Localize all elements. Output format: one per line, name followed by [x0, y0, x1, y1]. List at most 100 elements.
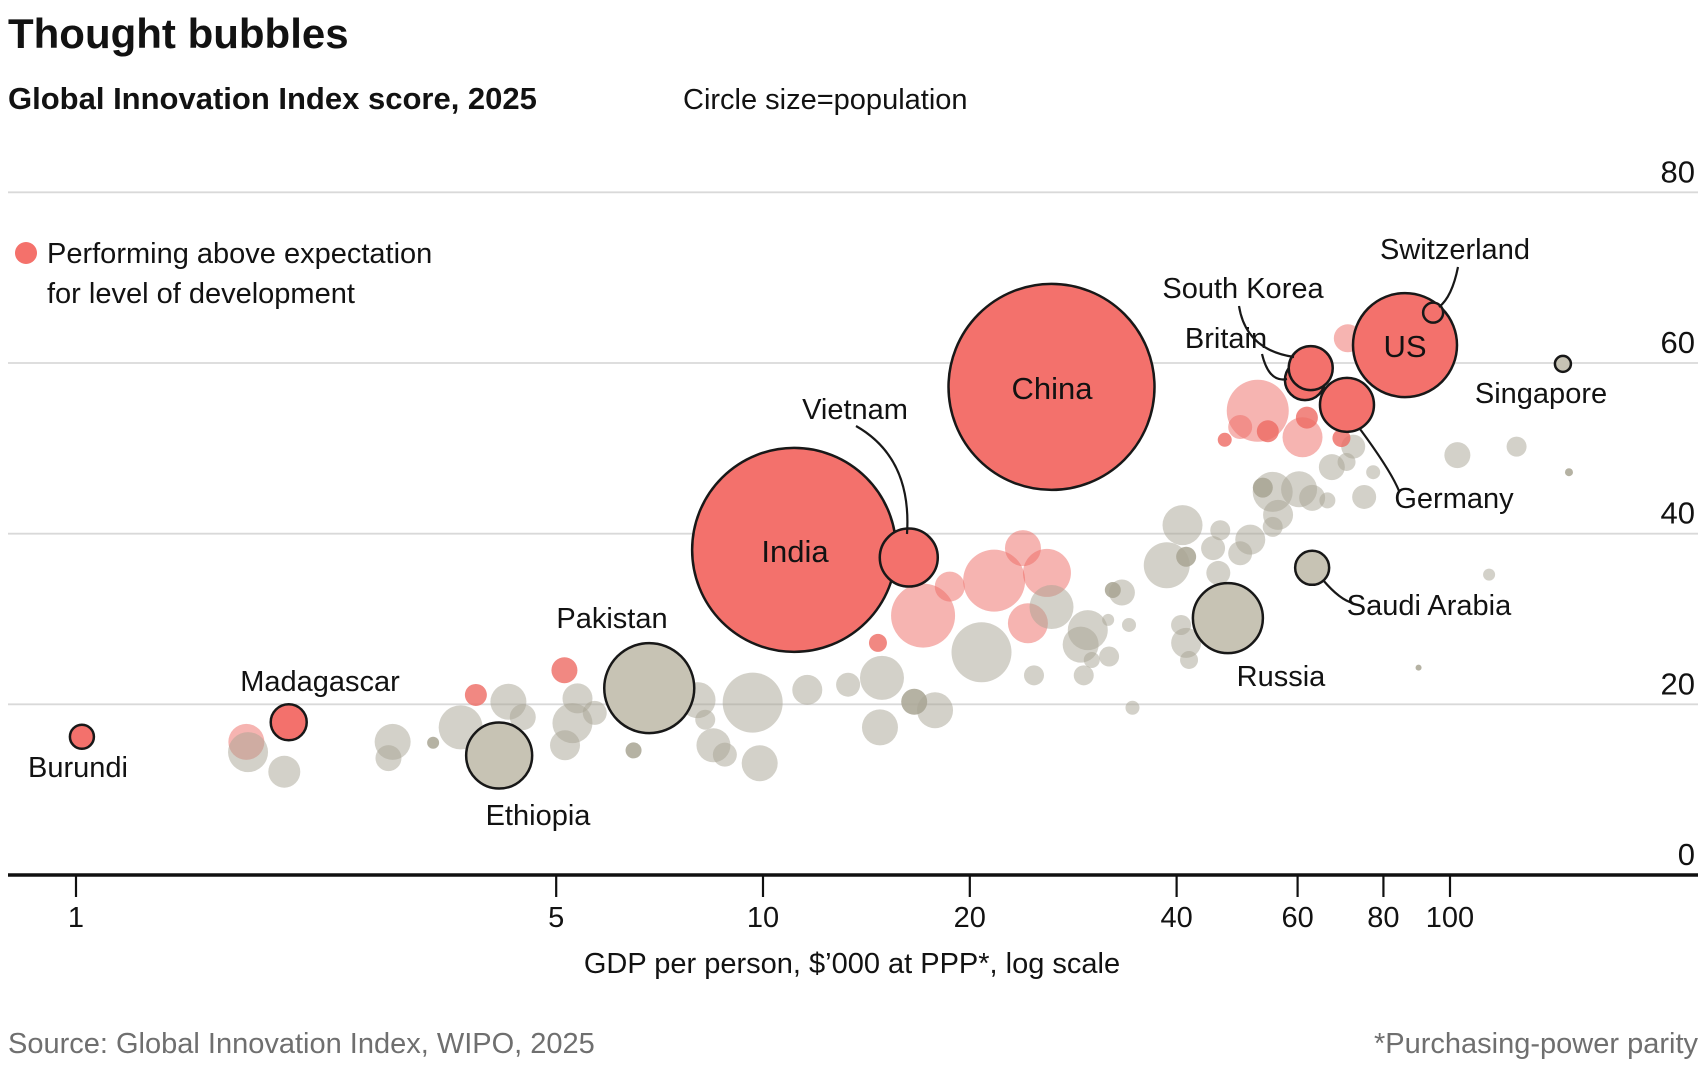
bubble: [741, 745, 778, 782]
bubble: [551, 657, 578, 684]
country-label-vietnam: Vietnam: [802, 394, 908, 426]
bubble: [1067, 610, 1108, 651]
page-title: Thought bubbles: [8, 10, 349, 57]
bubble: [464, 683, 487, 706]
bubble: [868, 633, 887, 652]
bubble-singapore: [1553, 354, 1573, 374]
bubble: [836, 672, 861, 697]
bubble: [1104, 581, 1121, 598]
bubble: [550, 730, 581, 761]
bubble: [375, 745, 402, 772]
bubble: [268, 755, 301, 788]
bubble-switzerland: [1421, 301, 1445, 324]
country-label-india: India: [761, 534, 829, 569]
country-label-switzerland: Switzerland: [1380, 234, 1530, 266]
bubble: [1506, 436, 1527, 457]
bubble: [1162, 505, 1203, 546]
bubble: [861, 709, 898, 746]
bubble-south-korea: [1287, 344, 1334, 392]
x-tick-label-1: 1: [68, 902, 84, 934]
bubble: [1210, 520, 1231, 541]
bubble: [1083, 651, 1100, 668]
bubble: [509, 704, 536, 731]
country-label-ethiopia: Ethiopia: [486, 800, 592, 832]
bubble-ethiopia: [464, 721, 534, 790]
country-label-pakistan: Pakistan: [556, 603, 667, 635]
bubble: [582, 700, 607, 725]
bubble: [1029, 585, 1074, 630]
y-tick-label-40: 40: [1661, 496, 1695, 531]
legend-label-line1: Performing above expectation: [47, 238, 432, 270]
bubble: [1564, 468, 1573, 477]
bubble: [427, 736, 440, 749]
bubble: [625, 742, 642, 759]
bubble-china: [947, 282, 1156, 492]
bubble-pakistan: [602, 641, 696, 735]
bubble: [1282, 417, 1323, 458]
bubble: [1023, 665, 1044, 686]
bubble: [963, 549, 1026, 612]
bubble: [1299, 484, 1326, 511]
bubble: [859, 655, 904, 700]
country-label-south-korea: South Korea: [1162, 273, 1324, 305]
bubble: [712, 742, 737, 767]
bubble-vietnam: [878, 527, 940, 588]
x-tick-label-20: 20: [954, 902, 986, 934]
bubble: [695, 709, 716, 730]
circle-size-note: Circle size=population: [683, 84, 968, 116]
leader-line-south-korea: [1237, 305, 1295, 359]
bubble: [1295, 406, 1318, 429]
legend-dot-icon: [15, 242, 37, 264]
bubble: [1366, 465, 1381, 480]
country-label-burundi: Burundi: [28, 752, 128, 784]
x-tick-label-10: 10: [747, 902, 779, 934]
bubble: [1256, 420, 1279, 443]
y-tick-label-20: 20: [1661, 666, 1695, 701]
bubble-saudi-arabia: [1293, 549, 1331, 587]
x-tick-label-80: 80: [1367, 902, 1399, 934]
bubble: [1099, 646, 1120, 667]
bubble: [1073, 665, 1094, 686]
bubble: [934, 571, 965, 602]
bubble: [1125, 700, 1140, 715]
bubble: [1102, 613, 1115, 626]
legend: Performing above expectation for level o…: [15, 238, 432, 310]
bubble-germany: [1318, 376, 1376, 434]
x-tick-label-5: 5: [548, 902, 564, 934]
x-tick-label-40: 40: [1160, 902, 1192, 934]
bubble: [1176, 546, 1197, 567]
bubble: [1217, 432, 1232, 447]
bubble: [891, 583, 956, 648]
country-label-germany: Germany: [1394, 483, 1514, 515]
x-tick-label-60: 60: [1281, 902, 1313, 934]
bubble: [951, 622, 1012, 683]
country-label-us: US: [1383, 329, 1426, 364]
bubble: [722, 672, 783, 733]
leader-line-germany: [1359, 428, 1401, 492]
leader-line-britain: [1260, 353, 1288, 381]
y-tick-label-60: 60: [1661, 325, 1695, 360]
bubble-madagascar: [269, 703, 308, 742]
bubble-burundi: [68, 723, 96, 751]
bubble: [1319, 492, 1336, 509]
bubble: [1180, 650, 1199, 669]
bubble: [1171, 614, 1192, 635]
y-tick-label-0: 0: [1678, 837, 1695, 872]
bubble: [1201, 536, 1226, 561]
bubble: [1483, 568, 1496, 581]
bubble: [1332, 429, 1351, 448]
footnote: *Purchasing-power parity: [1374, 1028, 1698, 1060]
country-label-singapore: Singapore: [1475, 378, 1607, 410]
bubble: [1263, 499, 1294, 530]
legend-label-line2: for level of development: [47, 278, 355, 310]
country-label-china: China: [1012, 371, 1094, 406]
bubble: [1415, 664, 1422, 671]
bubble: [1171, 627, 1202, 658]
leader-line-saudi-arabia: [1322, 579, 1354, 605]
bubble: [1444, 442, 1471, 469]
bubble: [1206, 560, 1231, 585]
bubble: [1352, 484, 1377, 509]
x-tick-label-100: 100: [1426, 902, 1474, 934]
bubble: [1122, 617, 1137, 632]
